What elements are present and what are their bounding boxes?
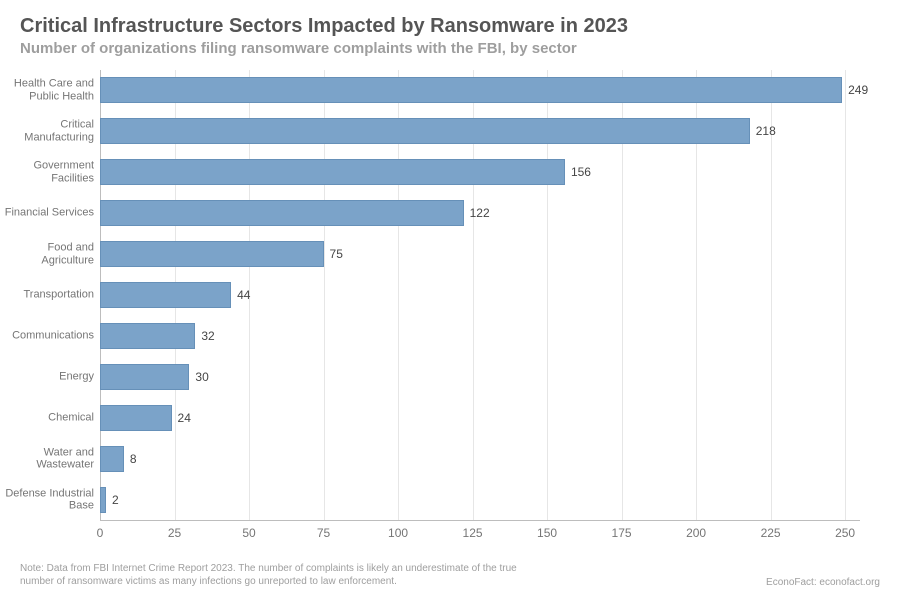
category-label: Energy xyxy=(4,370,94,383)
category-label: Transportation xyxy=(4,289,94,302)
bar xyxy=(100,241,324,267)
category-label: Food and Agriculture xyxy=(4,241,94,266)
bar-row: Transportation44 xyxy=(100,275,860,316)
bar-row: Critical Manufacturing218 xyxy=(100,111,860,152)
x-tick-label: 0 xyxy=(97,526,104,540)
bar xyxy=(100,200,464,226)
value-label: 218 xyxy=(756,124,776,138)
category-label: Chemical xyxy=(4,411,94,424)
footnote-text: Note: Data from FBI Internet Crime Repor… xyxy=(20,562,520,588)
category-label: Water and Wastewater xyxy=(4,446,94,471)
bar-row: Chemical24 xyxy=(100,397,860,438)
value-label: 156 xyxy=(571,165,591,179)
value-label: 2 xyxy=(112,493,119,507)
bar xyxy=(100,446,124,472)
x-tick-label: 200 xyxy=(686,526,706,540)
chart-area: 0 25 50 75 100 125 150 175 200 225 250 Health Care … xyxy=(100,70,870,540)
category-label: Critical Manufacturing xyxy=(4,119,94,144)
x-tick-label: 100 xyxy=(388,526,408,540)
chart-subtitle: Number of organizations filing ransomwar… xyxy=(20,40,880,58)
bar-row: Government Facilities156 xyxy=(100,152,860,193)
value-label: 32 xyxy=(201,329,214,343)
bar xyxy=(100,118,750,144)
x-tick-label: 125 xyxy=(463,526,483,540)
bar-row: Water and Wastewater8 xyxy=(100,438,860,479)
value-label: 44 xyxy=(237,288,250,302)
category-label: Communications xyxy=(4,330,94,343)
x-tick-label: 250 xyxy=(835,526,855,540)
value-label: 75 xyxy=(330,247,343,261)
x-tick-label: 50 xyxy=(242,526,255,540)
chart-title: Critical Infrastructure Sectors Impacted… xyxy=(20,14,880,38)
value-label: 122 xyxy=(470,206,490,220)
x-tick-label: 225 xyxy=(761,526,781,540)
bar-row: Financial Services122 xyxy=(100,193,860,234)
category-label: Financial Services xyxy=(4,207,94,220)
value-label: 24 xyxy=(178,411,191,425)
credit-text: EconoFact: econofact.org xyxy=(766,577,880,588)
category-label: Government Facilities xyxy=(4,160,94,185)
bar xyxy=(100,282,231,308)
bar-row: Energy30 xyxy=(100,356,860,397)
bar xyxy=(100,405,172,431)
chart-container: Critical Infrastructure Sectors Impacted… xyxy=(0,0,900,600)
value-label: 30 xyxy=(195,370,208,384)
plot-region: 0255075100125150175200225250Health Care … xyxy=(100,70,860,520)
category-label: Defense Industrial Base xyxy=(4,487,94,512)
x-tick-label: 150 xyxy=(537,526,557,540)
bar-row: Food and Agriculture75 xyxy=(100,234,860,275)
x-tick-label: 25 xyxy=(168,526,181,540)
value-label: 8 xyxy=(130,452,137,466)
bar xyxy=(100,323,195,349)
x-tick-label: 75 xyxy=(317,526,330,540)
bar-row: Communications32 xyxy=(100,315,860,356)
bar xyxy=(100,364,189,390)
category-label: Health Care and Public Health xyxy=(4,78,94,103)
bar-row: Defense Industrial Base2 xyxy=(100,479,860,520)
bar-row: Health Care and Public Health249 xyxy=(100,70,860,111)
x-tick-label: 175 xyxy=(612,526,632,540)
x-axis-line xyxy=(100,520,860,521)
value-label: 249 xyxy=(848,83,868,97)
bar xyxy=(100,159,565,185)
bar xyxy=(100,487,106,513)
bar xyxy=(100,77,842,103)
